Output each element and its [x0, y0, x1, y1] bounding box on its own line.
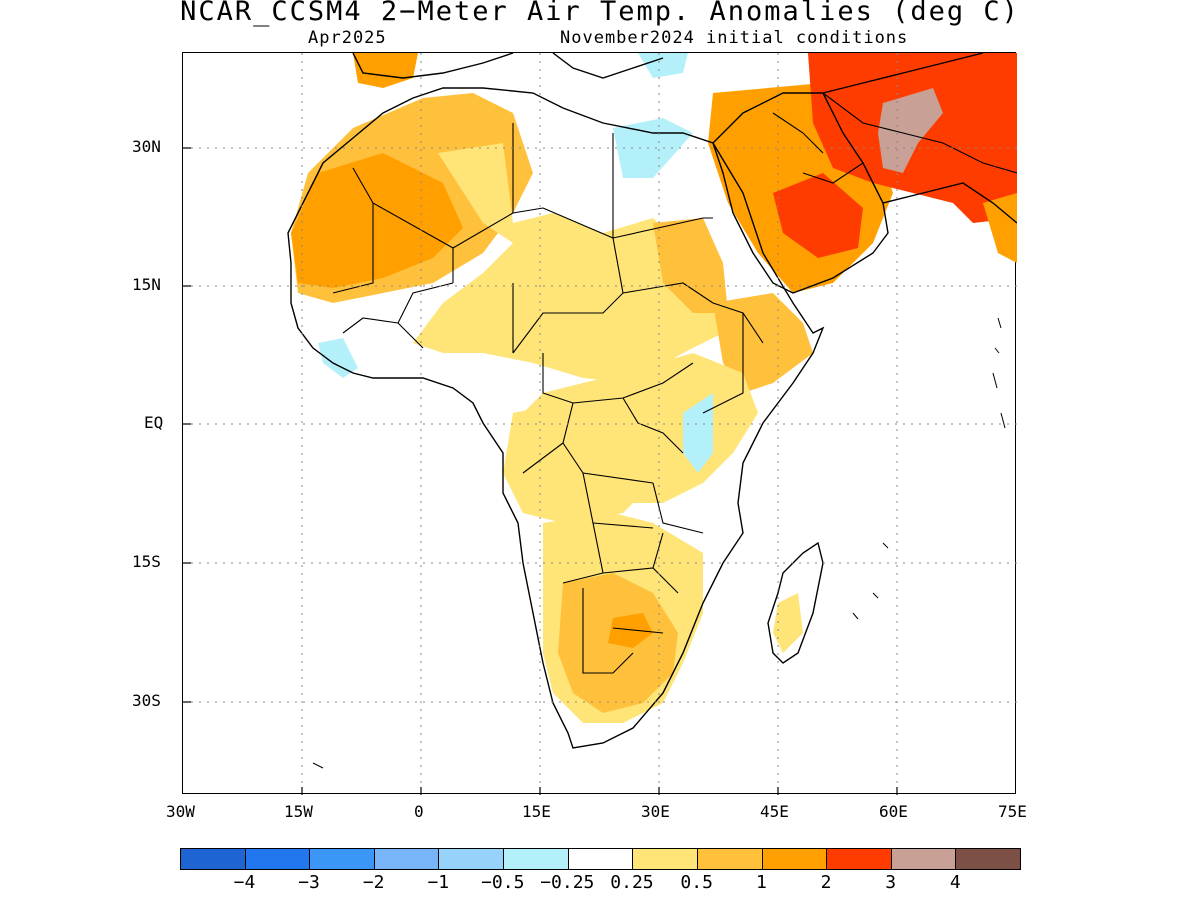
- lon-label-45e: 45E: [760, 802, 789, 821]
- legend-swatch: [373, 848, 440, 870]
- lat-label-eq: EQ: [144, 413, 164, 432]
- gridlines: [183, 53, 1017, 795]
- anomaly-region-great-lakes: [683, 393, 713, 473]
- legend-label: 0.5: [680, 872, 713, 893]
- anomaly-region-india: [983, 193, 1017, 263]
- coastlines: [287, 53, 1017, 749]
- legend-swatch: [503, 848, 569, 870]
- anomaly-region-arabia-core: [773, 173, 863, 258]
- legend-swatch: [890, 848, 957, 870]
- lat-label-30s: 30S: [132, 691, 161, 710]
- lon-label-30e: 30E: [641, 802, 670, 821]
- lon-label-15w: 15W: [284, 802, 313, 821]
- legend-swatch: [438, 848, 505, 870]
- anomaly-region-mediterranean: [638, 53, 688, 78]
- anomaly-region-afghanistan: [878, 88, 943, 173]
- legend-swatch: [309, 848, 375, 870]
- anomaly-region-chad: [653, 218, 728, 313]
- lon-label-75e: 75E: [998, 802, 1027, 821]
- legend-label: 2: [820, 872, 832, 893]
- legend-label: 4: [949, 872, 961, 893]
- legend-swatch: [244, 848, 311, 870]
- legend-label: −3: [298, 872, 320, 893]
- legend-swatch: [761, 848, 828, 870]
- anomaly-region-botswana-core: [608, 613, 653, 648]
- anomaly-region-north-coast: [353, 53, 418, 88]
- legend-swatch: [955, 848, 1021, 870]
- legend-swatch: [632, 848, 698, 870]
- lon-label-15e: 15E: [522, 802, 551, 821]
- legend-swatch: [567, 848, 634, 870]
- legend-label: −0.5: [481, 872, 525, 893]
- legend-label: −4: [233, 872, 256, 893]
- valid-month-label: Apr2025: [308, 28, 387, 48]
- lat-label-30n: 30N: [132, 137, 161, 156]
- legend-label: 3: [885, 872, 897, 893]
- legend-label: 1: [756, 872, 767, 893]
- lon-label-30w: 30W: [166, 802, 195, 821]
- anomaly-region-guinea-coast: [318, 338, 358, 378]
- init-conditions-label: November2024 initial conditions: [560, 28, 909, 48]
- legend-label: −0.25: [540, 872, 595, 893]
- tick-marks: [183, 147, 898, 795]
- anomaly-region-madagascar: [773, 593, 803, 653]
- country-borders: [332, 92, 1017, 674]
- lat-label-15n: 15N: [132, 275, 161, 294]
- legend-label: −2: [362, 872, 385, 893]
- lat-label-15s: 15S: [132, 552, 161, 571]
- anomaly-region-west-africa: [291, 153, 463, 288]
- legend-label: −1: [427, 872, 450, 893]
- legend-label: 0.25: [610, 872, 654, 893]
- legend-swatch: [696, 848, 763, 870]
- map-panel: [182, 52, 1017, 795]
- legend-swatch: [826, 848, 892, 870]
- lon-label-60e: 60E: [879, 802, 908, 821]
- anomaly-region-sahel: [413, 143, 723, 383]
- map-title: NCAR_CCSM4 2−Meter Air Temp. Anomalies (…: [180, 0, 1020, 27]
- lon-label-0: 0: [414, 802, 424, 821]
- legend-swatch: [180, 848, 246, 870]
- anomaly-map: [183, 53, 1017, 795]
- islands: [312, 317, 1006, 769]
